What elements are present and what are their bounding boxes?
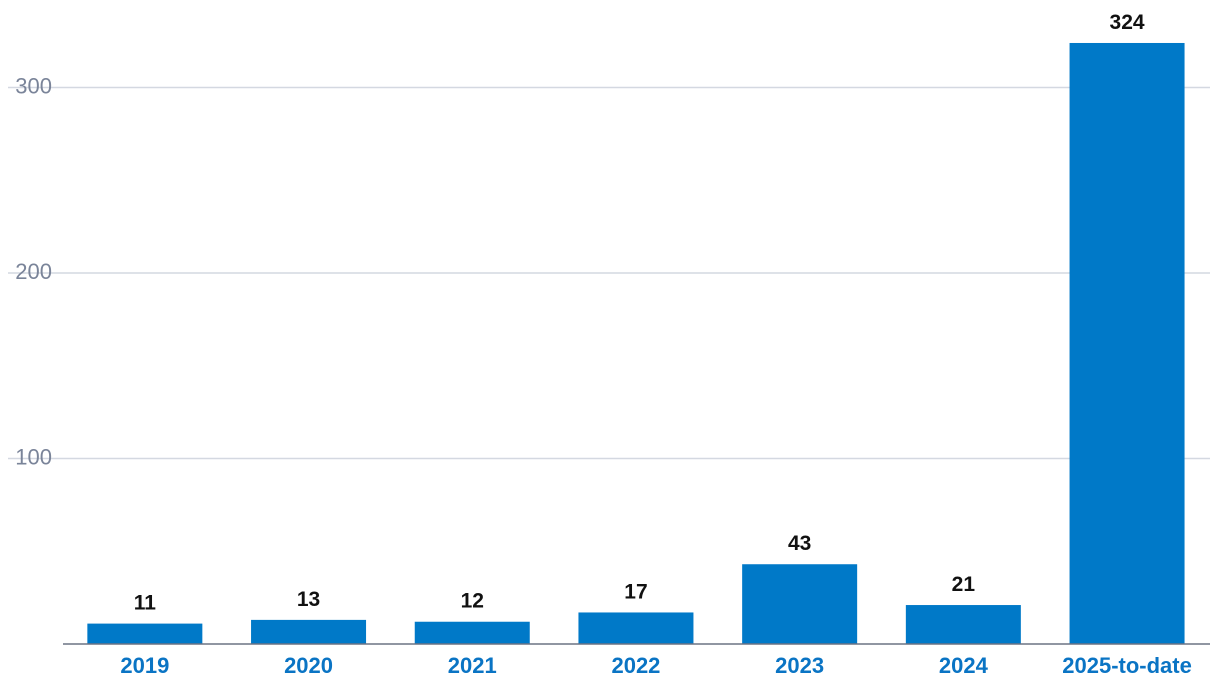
data-label-2021: 12 [461,590,484,613]
bar-2024 [905,605,1021,644]
data-label-2023: 43 [788,532,811,555]
data-label-2022: 17 [624,580,647,603]
category-label-2019: 2019 [120,653,169,678]
data-label-2025-to-date: 324 [1110,11,1145,34]
category-label-2022: 2022 [611,653,660,678]
bars [87,42,1185,645]
bar-2019 [87,623,203,644]
category-label-2023: 2023 [775,653,824,678]
y-tick-label-200: 200 [15,259,52,284]
category-label-2024: 2024 [939,653,989,678]
bar-2023 [742,564,858,644]
bar-2021 [414,621,530,644]
y-tick-label-100: 100 [15,444,52,469]
category-label-2020: 2020 [284,653,333,678]
data-label-2019: 11 [134,592,157,615]
data-label-2024: 21 [952,573,976,596]
y-axis-tick-labels: 100 200 300 [15,73,52,469]
bar-2020 [251,619,367,644]
x-axis-category-labels: 2019 2020 2021 2022 2023 2024 2025-to-date [120,653,1191,678]
category-label-2025-to-date: 2025-to-date [1062,653,1192,678]
bar-2025-to-date [1069,42,1185,645]
y-tick-label-300: 300 [15,73,52,98]
category-label-2021: 2021 [448,653,497,678]
gridlines [8,86,1210,460]
bar-2022 [578,612,694,644]
data-label-2020: 13 [297,588,320,611]
data-labels: 11 13 12 17 43 21 324 [134,11,1145,615]
